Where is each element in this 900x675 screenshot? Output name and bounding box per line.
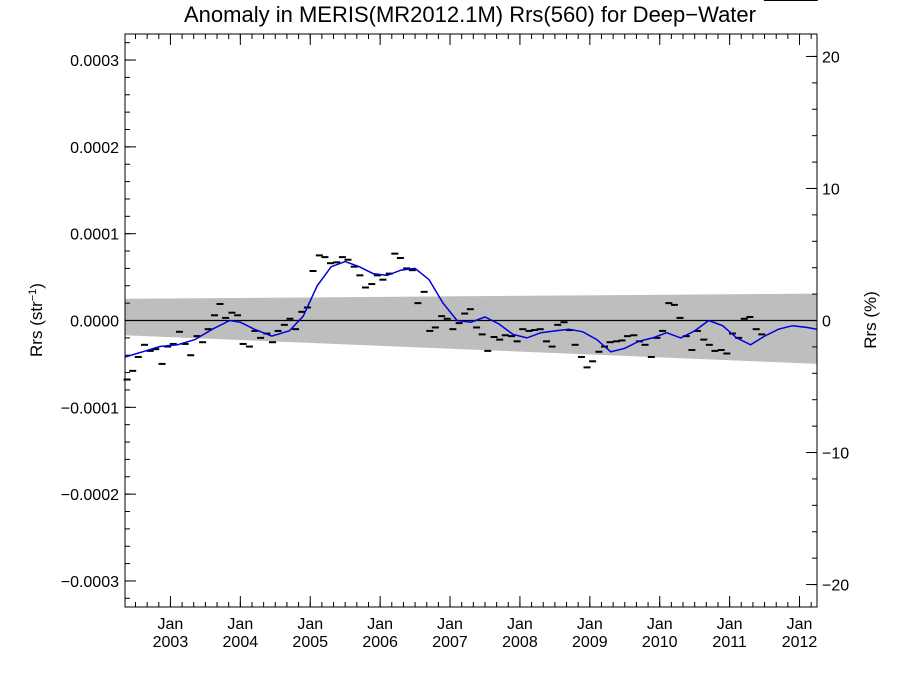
axes-layer: 0.0003 0.0002 0.0001 0.0000 −0.0001 −0.0002 −0…: [61, 33, 849, 651]
x-tick-label-month: Jan: [647, 616, 673, 633]
x-tick-label-month: Jan: [367, 616, 393, 633]
right-tick-label: 10: [822, 181, 840, 198]
x-tick-label-month: Jan: [787, 616, 813, 633]
smoothed-line-layer: [124, 260, 818, 358]
x-tick-label-month: Jan: [507, 616, 533, 633]
x-tick-label-month: Jan: [297, 616, 323, 633]
x-tick-label-year: 2004: [223, 634, 259, 651]
x-tick-label-year: 2003: [153, 634, 189, 651]
uncertainty-band-layer: [125, 293, 817, 364]
right-tick-label: −10: [822, 446, 849, 463]
y-axis-label-left: Rrs (str−1): [27, 283, 46, 357]
x-tick-label-year: 2006: [362, 634, 398, 651]
left-tick-label: −0.0001: [61, 400, 119, 417]
x-tick-label-month: Jan: [227, 616, 253, 633]
x-tick-label-year: 2007: [432, 634, 468, 651]
smoothed-anomaly-line: [124, 260, 818, 358]
right-tick-label: 20: [822, 49, 840, 66]
left-tick-label: 0.0003: [70, 53, 119, 70]
y-axis-label-right: Rrs (%): [861, 291, 880, 349]
right-tick-label: −20: [822, 578, 849, 595]
y-axis-label-left-superscript: −1: [27, 289, 39, 302]
chart-title: Anomaly in MERIS(MR2012.1M) Rrs(560) for…: [184, 2, 756, 27]
x-tick-label-year: 2012: [782, 634, 818, 651]
x-tick-label-year: 2011: [712, 634, 747, 651]
x-tick-label-month: Jan: [437, 616, 463, 633]
left-tick-label: −0.0002: [61, 487, 119, 504]
x-tick-label-month: Jan: [577, 616, 603, 633]
x-tick-label-year: 2010: [642, 634, 678, 651]
x-tick-label-month: Jan: [717, 616, 743, 633]
left-tick-label: 0.0001: [70, 227, 119, 244]
x-tick-label-year: 2009: [572, 634, 608, 651]
x-tick-label-year: 2008: [502, 634, 538, 651]
left-tick-label: 0.0000: [70, 314, 119, 331]
uncertainty-band: [125, 293, 817, 364]
x-tick-label-month: Jan: [158, 616, 184, 633]
x-tick-label-year: 2005: [292, 634, 328, 651]
left-tick-label: 0.0002: [70, 140, 119, 157]
right-tick-label: 0: [822, 314, 831, 331]
left-tick-label: −0.0003: [61, 574, 119, 591]
